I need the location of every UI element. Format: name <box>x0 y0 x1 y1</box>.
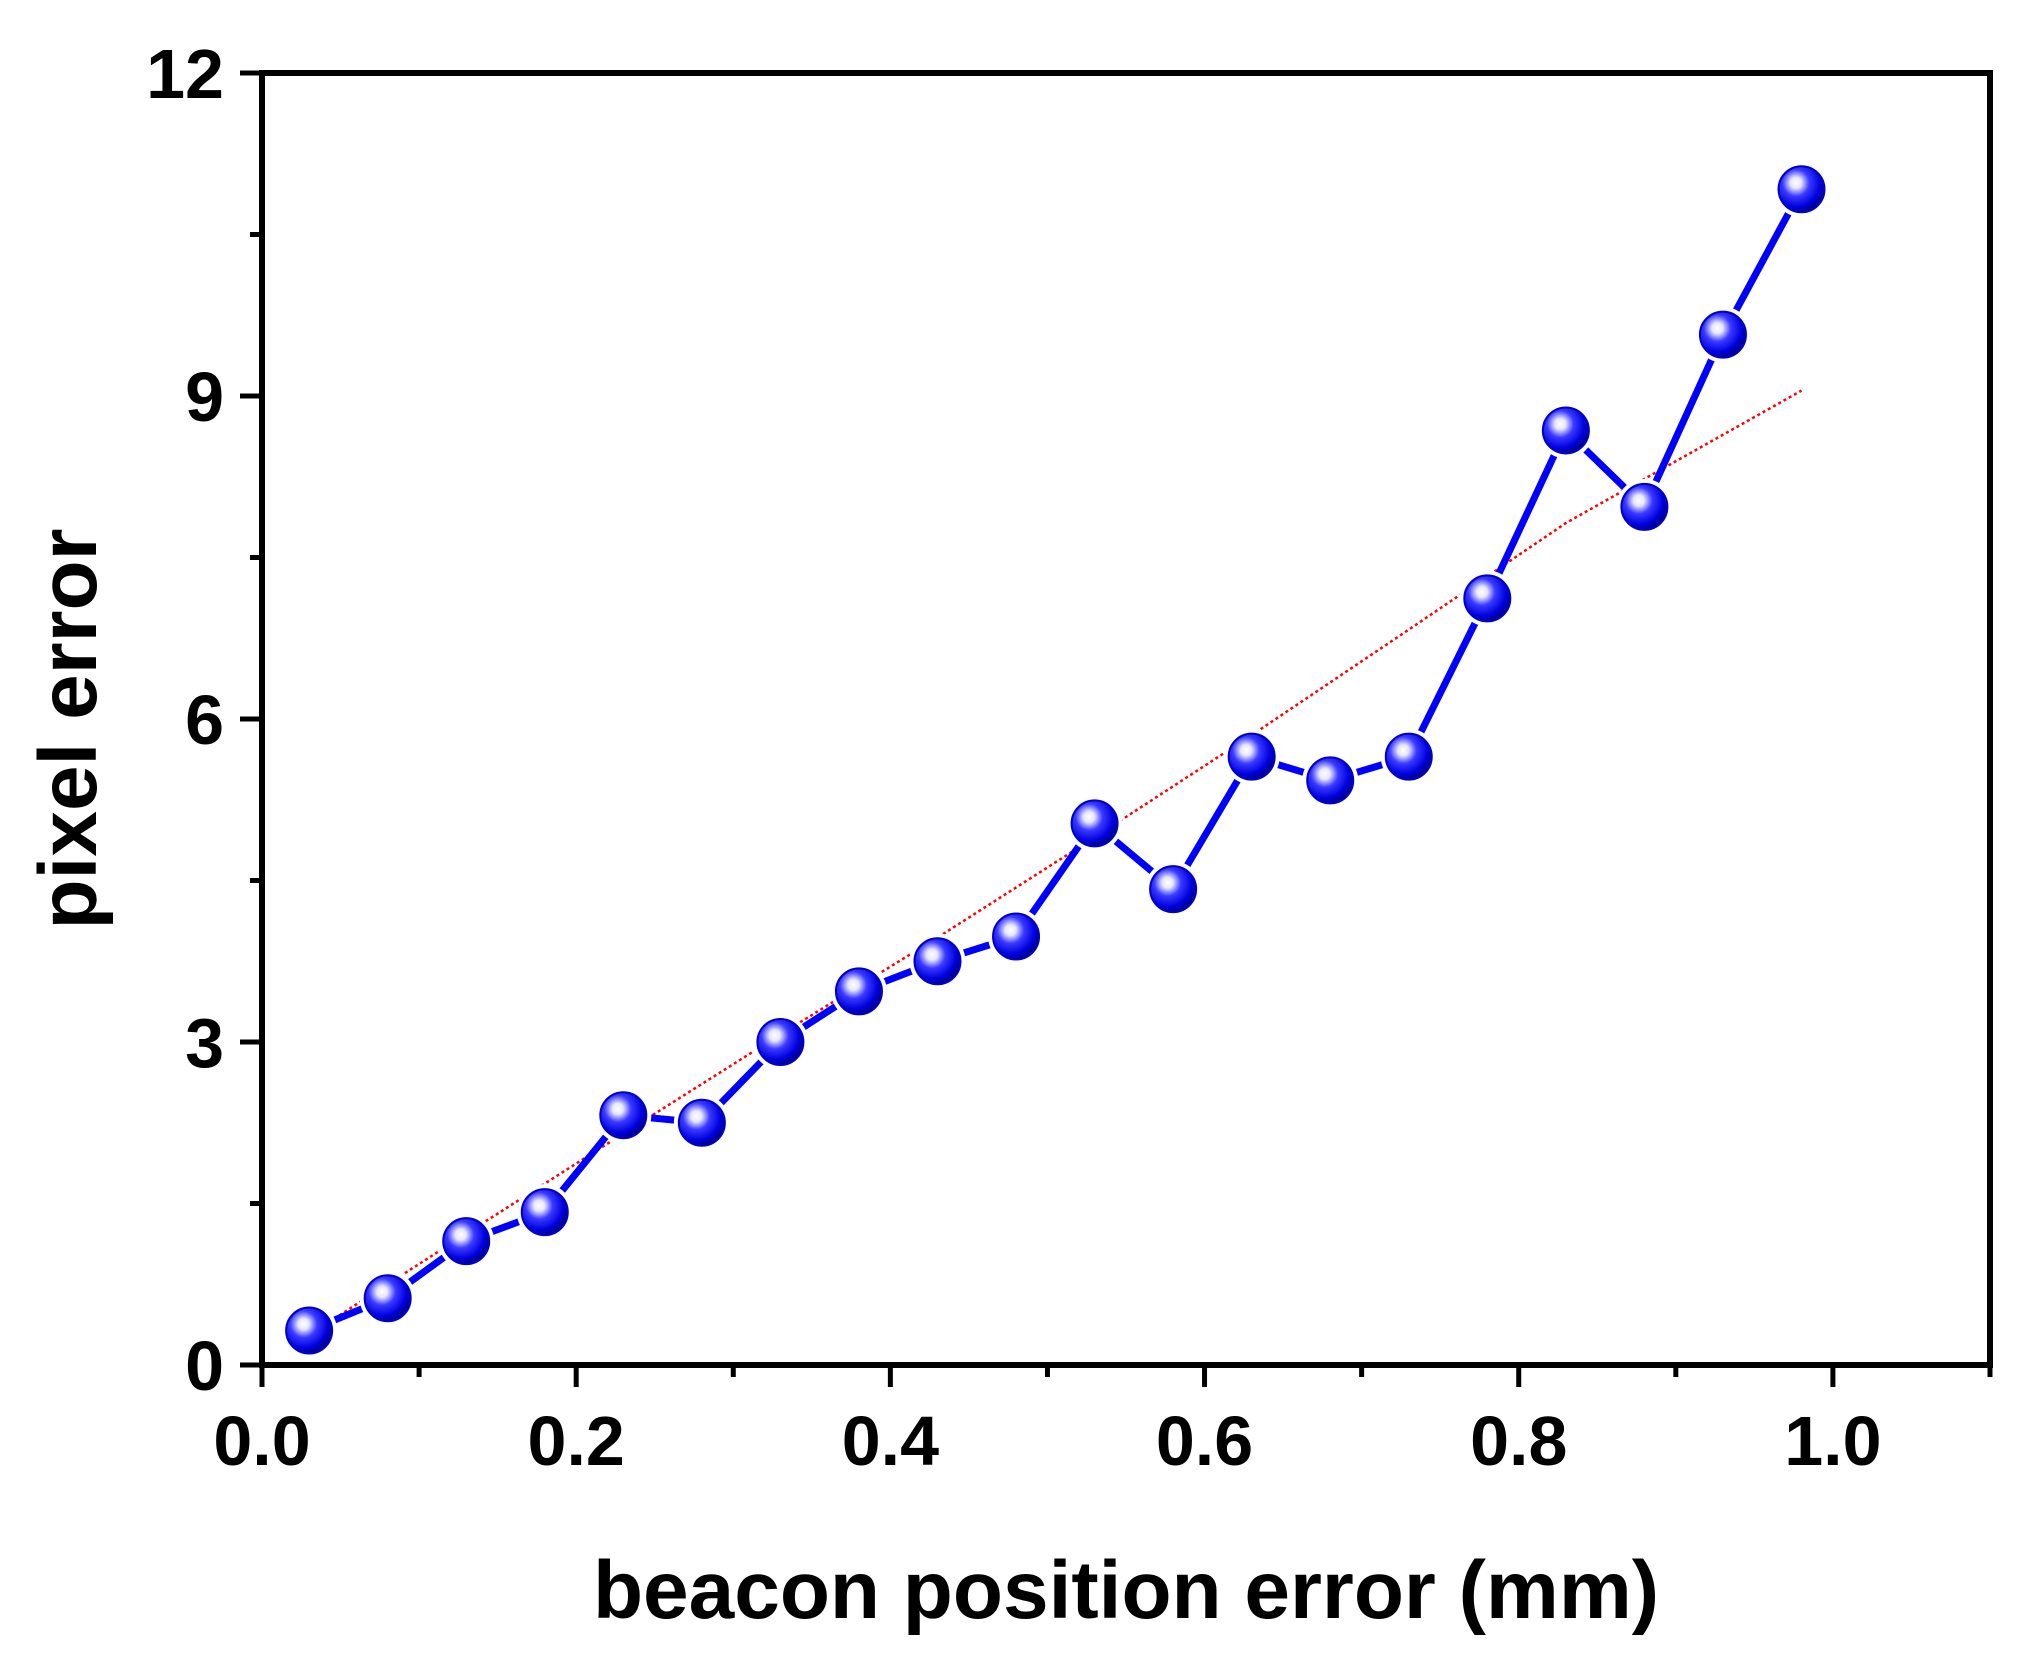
data-point <box>281 1302 338 1359</box>
x-tick-labels: 0.0 0.2 0.4 0.6 0.8 1.0 <box>213 1402 1881 1480</box>
data-point <box>516 1184 573 1241</box>
data-point <box>595 1087 652 1144</box>
data-point <box>1302 752 1359 809</box>
data-point <box>1616 478 1673 535</box>
y-tick-label: 12 <box>146 35 224 113</box>
data-point <box>673 1094 730 1151</box>
data-point <box>1145 861 1202 918</box>
x-axis-title: beacon position error (mm) <box>593 1545 1659 1636</box>
data-point <box>1380 728 1437 785</box>
data-point <box>1773 161 1830 218</box>
data-point <box>752 1014 809 1070</box>
x-tick-label: 1.0 <box>1784 1402 1881 1480</box>
y-axis-title: pixel error <box>23 528 114 929</box>
y-tick-labels: 0 3 6 9 12 <box>146 35 224 1405</box>
x-tick-label: 0.6 <box>1156 1402 1253 1480</box>
series-line <box>307 187 1805 1334</box>
x-tick-label: 0.8 <box>1470 1402 1567 1480</box>
data-point <box>359 1270 416 1327</box>
y-tick-label: 3 <box>185 1004 224 1082</box>
fit-line <box>308 389 1803 1336</box>
data-point <box>830 963 887 1020</box>
data-point <box>1459 570 1516 627</box>
data-point <box>1223 728 1280 785</box>
x-tick-label: 0.2 <box>528 1402 625 1480</box>
axis-ticks <box>240 70 1993 1387</box>
data-point <box>988 908 1045 965</box>
y-tick-label: 6 <box>185 681 224 759</box>
data-point <box>438 1213 495 1270</box>
data-point <box>1066 795 1123 852</box>
series-layer <box>281 161 1830 1359</box>
data-point <box>909 933 966 990</box>
x-tick-label: 0.4 <box>842 1402 939 1480</box>
data-point <box>1694 306 1751 363</box>
y-tick-label: 9 <box>185 358 224 436</box>
fit-line-layer <box>308 389 1803 1336</box>
plot-frame <box>259 70 1993 1368</box>
x-tick-label: 0.0 <box>213 1402 310 1480</box>
y-tick-label: 0 <box>185 1327 224 1405</box>
data-point <box>1537 402 1594 459</box>
